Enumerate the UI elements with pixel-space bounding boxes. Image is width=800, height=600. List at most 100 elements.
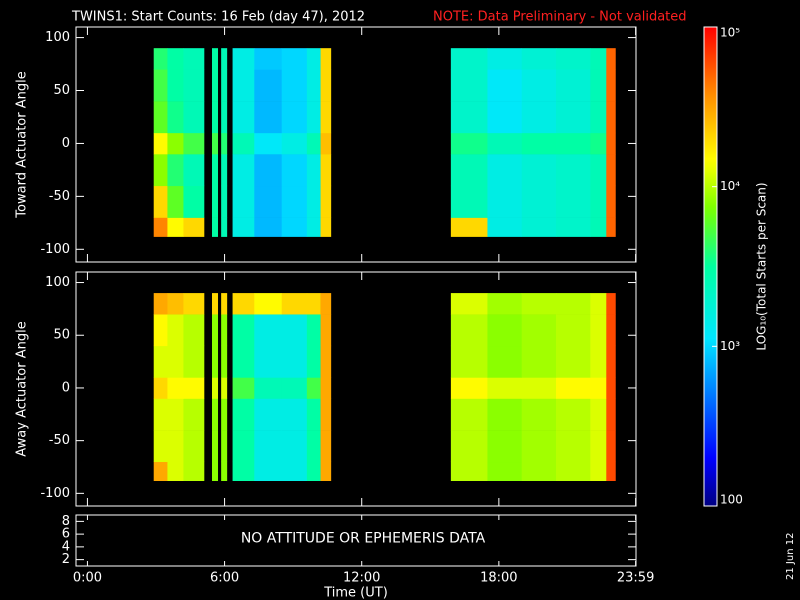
heatmap-cell (320, 345, 332, 378)
heatmap-cell (487, 69, 523, 102)
heatmap-cell (232, 377, 255, 399)
colorbar-tick-label: 100 (720, 493, 743, 507)
heatmap-cell (306, 185, 321, 218)
colorbar-tick-label: 10⁴ (720, 179, 740, 193)
y-tick-label: -50 (49, 189, 70, 204)
heatmap-cell (521, 154, 557, 187)
heatmap-cell (590, 132, 607, 155)
heatmap-cell (556, 314, 591, 347)
heatmap-cell (254, 377, 283, 399)
heatmap-cell (221, 48, 228, 70)
heatmap-cell (606, 293, 616, 315)
heatmap-cell (556, 154, 591, 187)
heatmap-cell (487, 314, 523, 347)
plot-frame (75, 514, 637, 567)
heatmap-cell (450, 132, 488, 155)
heatmap-cell (450, 69, 488, 102)
heatmap-cell (306, 217, 321, 237)
heatmap-cell (450, 314, 488, 347)
heatmap-cell (281, 461, 308, 482)
heatmap-cell (556, 48, 591, 70)
heatmap-cell (153, 48, 168, 70)
x-axis-label: Time (UT) (323, 586, 388, 600)
heatmap-cell (606, 48, 616, 70)
heatmap-cell (281, 398, 308, 431)
heatmap-cell (183, 101, 205, 134)
panel (153, 293, 616, 482)
heatmap-cell (606, 377, 616, 399)
heatmap-cell (212, 101, 219, 134)
heatmap-cell (521, 461, 557, 482)
heatmap-cell (320, 314, 332, 347)
heatmap-cell (487, 377, 523, 399)
heatmap-cell (606, 154, 616, 187)
heatmap-cell (281, 154, 308, 187)
heatmap-cell (320, 69, 332, 102)
heatmap-cell (167, 345, 184, 378)
heatmap-cell (183, 217, 205, 237)
heatmap-cell (521, 398, 557, 431)
heatmap-cell (556, 132, 591, 155)
heatmap-cell (487, 217, 523, 237)
heatmap-cell (254, 430, 283, 463)
heatmap-cell (281, 101, 308, 134)
y-tick-label: 2 (62, 552, 70, 567)
heatmap-cell (320, 398, 332, 431)
heatmap-cell (556, 69, 591, 102)
heatmap-cell (221, 132, 228, 155)
heatmap-cell (212, 48, 219, 70)
heatmap-cell (590, 345, 607, 378)
heatmap-cell (281, 217, 308, 237)
heatmap-cell (521, 48, 557, 70)
heatmap-cell (212, 154, 219, 187)
heatmap-cell (212, 132, 219, 155)
heatmap-cell (167, 185, 184, 218)
x-tick-label: 23:59 (617, 571, 654, 586)
plot-frame (75, 26, 637, 263)
heatmap-cell (306, 154, 321, 187)
heatmap-cell (450, 461, 488, 482)
heatmap-cell (590, 461, 607, 482)
y-tick-label: 4 (62, 539, 70, 554)
heatmap-cell (232, 430, 255, 463)
y-tick-label: 6 (62, 527, 70, 542)
heatmap-cell (232, 461, 255, 482)
heatmap-cell (221, 430, 228, 463)
heatmap-cell (606, 185, 616, 218)
heatmap-cell (212, 398, 219, 431)
heatmap-cell (221, 154, 228, 187)
heatmap-cell (167, 398, 184, 431)
heatmap-cell (221, 69, 228, 102)
heatmap-cell (153, 185, 168, 218)
y-tick-label: 0 (62, 136, 70, 151)
heatmap-cell (212, 377, 219, 399)
heatmap-cell (450, 293, 488, 315)
heatmap-cell (221, 314, 228, 347)
heatmap-cell (590, 217, 607, 237)
heatmap-cell (232, 398, 255, 431)
heatmap-cell (232, 154, 255, 187)
heatmap-cell (167, 48, 184, 70)
heatmap-cell (590, 377, 607, 399)
heatmap-cell (232, 48, 255, 70)
heatmap-cell (212, 345, 219, 378)
heatmap-cell (212, 430, 219, 463)
heatmap-cell (450, 345, 488, 378)
heatmap-cell (606, 314, 616, 347)
heatmap-cell (254, 345, 283, 378)
heatmap-cell (521, 345, 557, 378)
heatmap-cell (320, 377, 332, 399)
heatmap-cell (153, 461, 168, 482)
y-tick-label: 100 (45, 30, 70, 45)
heatmap-cell (221, 185, 228, 218)
heatmap-cell (221, 377, 228, 399)
heatmap-cell (487, 48, 523, 70)
heatmap-cell (521, 185, 557, 218)
heatmap-cell (232, 132, 255, 155)
heatmap-cell (556, 101, 591, 134)
heatmap-cell (606, 217, 616, 237)
heatmap-cell (487, 185, 523, 218)
heatmap-cell (232, 185, 255, 218)
heatmap-cell (167, 430, 184, 463)
